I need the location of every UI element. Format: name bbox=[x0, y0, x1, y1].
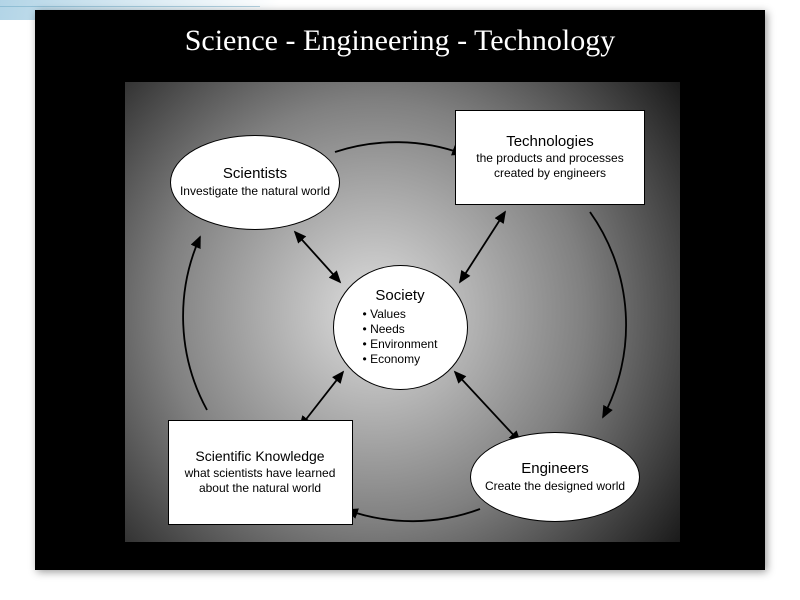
node-society: Society Values Needs Environment Economy bbox=[333, 265, 468, 390]
node-engineers-title: Engineers bbox=[521, 460, 589, 479]
arc-tech-to-eng bbox=[590, 212, 626, 417]
node-technologies-sub: the products and processes created by en… bbox=[462, 151, 638, 181]
node-technologies: Technologies the products and processes … bbox=[455, 110, 645, 205]
slide-decor-line bbox=[0, 6, 260, 7]
arc-outer-cycle bbox=[335, 142, 463, 154]
node-technologies-title: Technologies bbox=[506, 133, 594, 152]
arc-society-scientists bbox=[295, 232, 340, 282]
node-scientists-sub: Investigate the natural world bbox=[180, 184, 330, 199]
arc-society-tech bbox=[460, 212, 505, 282]
node-scientists: Scientists Investigate the natural world bbox=[170, 135, 340, 230]
society-bullet: Economy bbox=[363, 352, 438, 367]
node-scientific-knowledge: Scientific Knowledge what scientists hav… bbox=[168, 420, 353, 525]
node-scientific-knowledge-title: Scientific Knowledge bbox=[195, 448, 324, 466]
arc-sci-to-scientists bbox=[183, 237, 207, 410]
node-scientists-title: Scientists bbox=[223, 165, 287, 184]
node-engineers: Engineers Create the designed world bbox=[470, 432, 640, 522]
slide-title: Science - Engineering - Technology bbox=[35, 10, 765, 58]
society-bullet: Environment bbox=[363, 337, 438, 352]
node-scientific-knowledge-sub: what scientists have learned about the n… bbox=[175, 466, 346, 496]
node-engineers-sub: Create the designed world bbox=[485, 479, 625, 494]
slide: Science - Engineering - Technology Scien… bbox=[35, 10, 765, 570]
society-bullet: Needs bbox=[363, 322, 438, 337]
arc-society-eng bbox=[455, 372, 520, 442]
society-bullet: Values bbox=[363, 307, 438, 322]
page: Science - Engineering - Technology Scien… bbox=[0, 0, 800, 600]
diagram-frame: Scientists Investigate the natural world… bbox=[123, 80, 682, 544]
arc-eng-to-sci bbox=[347, 509, 480, 521]
node-society-title: Society bbox=[375, 287, 424, 306]
node-society-bullets: Values Needs Environment Economy bbox=[363, 307, 438, 367]
